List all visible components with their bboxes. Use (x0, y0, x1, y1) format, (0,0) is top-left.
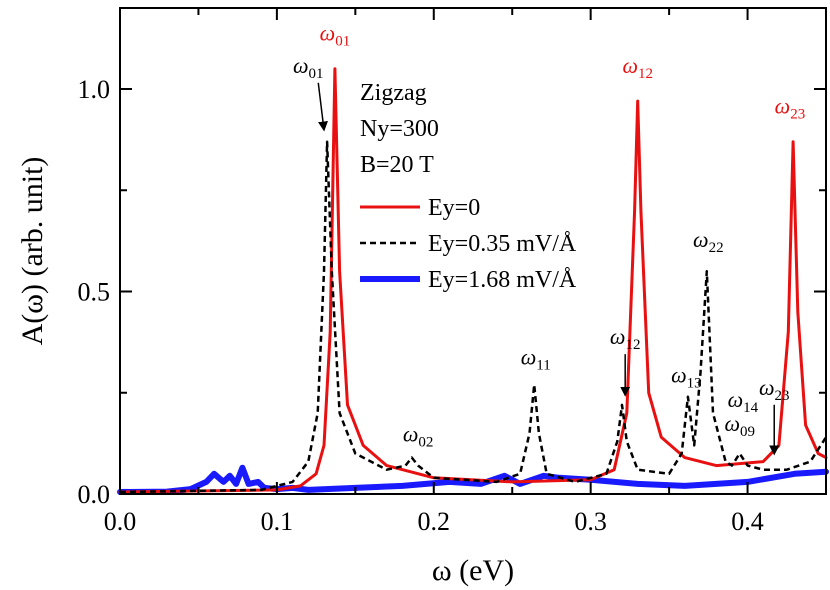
peak-annotation: ω11 (521, 344, 551, 373)
peak-annotation: ω01 (293, 53, 324, 82)
y-tick-label: 0.0 (78, 480, 111, 509)
x-tick-label: 0.2 (418, 507, 451, 536)
peak-annotation: ω12 (610, 324, 641, 353)
legend: Zigzag Ny=300 B=20 T Ey=0 Ey=0.35 mV/Å Ey=1.6… (360, 80, 577, 293)
y-tick-label: 0.5 (78, 278, 111, 307)
x-tick-label: 0.0 (104, 507, 137, 536)
series-line-1 (119, 140, 828, 494)
x-tick-label: 0.4 (731, 507, 764, 536)
peak-annotation: ω12 (622, 53, 653, 82)
peak-annotation: ω22 (693, 227, 724, 256)
x-axis-label: ω (eV) (432, 554, 514, 587)
series-line-2 (117, 464, 829, 495)
legend-label: Ey=0 (428, 195, 480, 221)
peak-annotation: ω09 (724, 411, 755, 440)
legend-label: Ey=1.68 mV/Å (428, 267, 577, 293)
legend-label: Ey=0.35 mV/Å (428, 231, 577, 257)
x-tick-label: 0.3 (574, 507, 607, 536)
y-tick-label: 1.0 (78, 75, 111, 104)
peak-annotation: ω13 (671, 363, 702, 392)
annotation-arrow (317, 82, 328, 132)
legend-header-line: Zigzag (360, 80, 427, 106)
x-tick-label: 0.1 (261, 507, 294, 536)
legend-header-line: B=20 T (360, 152, 434, 178)
peak-annotation: ω02 (403, 421, 434, 450)
series-line-0 (118, 67, 828, 494)
peak-annotation: ω14 (728, 387, 759, 416)
legend-header-line: Ny=300 (360, 116, 439, 142)
peak-annotation: ω01 (320, 20, 351, 49)
plot-frame (119, 7, 827, 495)
peak-annotation: ω23 (759, 375, 790, 404)
peak-annotation: ω23 (775, 93, 806, 122)
y-axis-label: A(ω) (arb. unit) (16, 157, 49, 346)
